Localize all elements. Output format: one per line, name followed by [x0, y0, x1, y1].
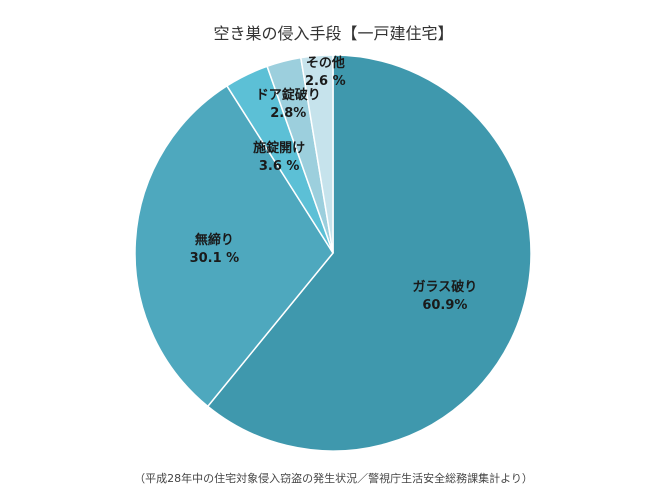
slice-value-label: 2.8%: [270, 106, 306, 121]
slice-category-label: その他: [306, 55, 345, 71]
slice-category-label: 施錠開け: [253, 140, 305, 156]
pie-labels: ガラス破り 60.9% 無締り 30.1 % 施錠開け 3.6 % ドア錠破り 2.8% その他…: [190, 55, 478, 313]
slice-value-label: 3.6 %: [259, 159, 300, 174]
pie-slice: [206, 54, 532, 452]
slice-category-label: 無締り: [195, 232, 234, 248]
pie-slice: [299, 54, 334, 254]
pie-slices: [134, 54, 532, 452]
slice-value-label: 30.1 %: [190, 251, 240, 266]
slice-value-label: 60.9%: [422, 298, 467, 313]
slice-value-label: 2.6 %: [305, 74, 346, 89]
chart-title: 空き巣の侵入手段【一戸建住宅】: [213, 24, 454, 43]
pie-slice: [134, 84, 334, 408]
slice-category-label: ガラス破り: [413, 279, 478, 295]
source-note: （平成28年中の住宅対象侵入窃盗の発生状況／警視庁生活安全総務課集計より）: [134, 472, 533, 485]
slice-category-label: ドア錠破り: [256, 87, 321, 103]
